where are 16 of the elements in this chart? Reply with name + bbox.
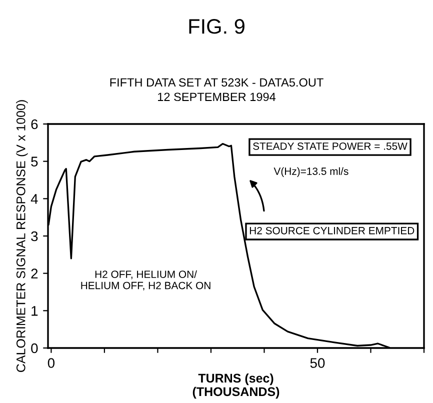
y-tick-label: 4 [30, 194, 38, 204]
annotation: H2 OFF, HELIUM ON/ HELIUM OFF, H2 BACK ON [81, 270, 210, 290]
annotation: H2 SOURCE CYLINDER EMPTIED [250, 226, 414, 234]
annotation: STEADY STATE POWER = .55W [253, 142, 408, 150]
y-tick-label: 2 [31, 268, 38, 278]
y-tick-label: 1 [32, 306, 38, 316]
y-tick-label: 6 [31, 119, 38, 130]
y-tick-label: 0 [31, 343, 38, 354]
y-axis-title: CALORIMETER SIGNAL RESPONSE (V x 1000) [16, 100, 28, 372]
x-tick-label: 50 [310, 358, 325, 368]
annotation: V(Hz)=13.5 ml/s [274, 167, 348, 178]
y-tick-label: 3 [31, 231, 38, 242]
x-axis-title: TURNS (sec) (THOUSANDS) [192, 373, 280, 399]
chart-title: FIG. 9 [189, 19, 244, 34]
chart-subtitle: FIFTH DATA SET AT 523K - DATA5.OUT 12 SEPTEMBER 1994 [110, 78, 324, 102]
y-tick-label: 5 [31, 156, 38, 167]
